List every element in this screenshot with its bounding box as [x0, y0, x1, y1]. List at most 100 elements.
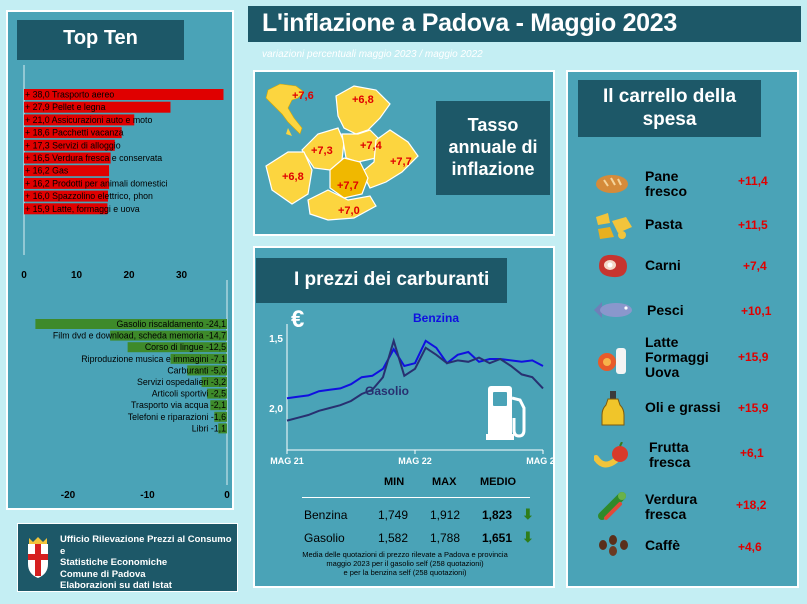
topten-title: Top Ten [63, 27, 138, 49]
cart-item-name: Frutta fresca [649, 439, 691, 470]
row-max: 1,788 [430, 531, 461, 545]
fuel-y-tick: 2,0 [269, 404, 283, 415]
topten-chart: + 38,0 Trasporto aereo + 27,9 Pellet e le… [21, 65, 230, 501]
pasta-icon [596, 213, 632, 239]
topten-up-label: + 16,0 Spazzolino elettrico, phon [25, 191, 153, 201]
fuel-legend-gasolio: Gasolio [365, 384, 409, 398]
meat-icon [599, 254, 627, 278]
topten-down-label: Gasolio riscaldamento -24,1 [116, 319, 226, 329]
fuel-x-tick: MAG 22 [398, 456, 432, 466]
arrow-down-icon: ⬇ [522, 529, 534, 545]
topten-up-label: + 18,6 Pacchetti vacanza [25, 128, 124, 138]
row-medio: 1,823 [482, 508, 513, 522]
veneto-map [265, 83, 419, 221]
topten-down-label: Libri -1,1 [192, 423, 226, 433]
cart-item-value: +11,5 [738, 218, 768, 232]
topten-up-bar [24, 89, 224, 100]
map-label-vicenza: +7,3 [311, 145, 333, 157]
topten-up-tick: 0 [21, 270, 27, 281]
cart-item-value: +4,6 [738, 540, 762, 554]
note-line: e per la benzina self (258 quotazioni) [343, 568, 467, 577]
topten-down-bar [218, 423, 227, 434]
topten-up-label: + 38,0 Trasporto aereo [25, 90, 114, 100]
table-header-min: MIN [384, 476, 405, 488]
footer-line: Ufficio Rilevazione Prezzi al Consumo e [60, 534, 232, 557]
topten-down-label: Corso di lingue -12,5 [145, 342, 226, 352]
topten-up-bar [24, 152, 111, 164]
cart-title-box: Il carrello della spesa [578, 80, 761, 137]
table-row-gasolio: Gasolio 1,582 1,788 1,651 ⬇ [300, 529, 540, 547]
note-line: Media delle quotazioni di prezzo rilevat… [302, 550, 508, 559]
fish-icon [594, 302, 632, 318]
topten-up-bar [24, 165, 110, 177]
verona-shape [265, 151, 313, 205]
venezia-shape [361, 129, 419, 189]
map-label-treviso: +7,4 [360, 140, 382, 152]
page-title: L'inflazione a Padova - Maggio 2023 [262, 9, 677, 37]
topten-up-tick: 10 [71, 270, 83, 281]
cart-item-name: Oli e grassi [645, 399, 721, 415]
map-label-italia: +7,6 [292, 90, 314, 102]
fuel-legend-benzina: Benzina [413, 311, 459, 325]
fruit-icon [594, 442, 628, 468]
header-banner: L'inflazione a Padova - Maggio 2023 [248, 6, 801, 42]
fuel-title-box: I prezzi dei carburanti [256, 258, 507, 303]
map-label-rovigo: +7,0 [338, 205, 360, 217]
topten-down-label: Carburanti -5,0 [167, 365, 226, 375]
footer-line: Comune di Padova [60, 568, 146, 580]
rovigo-shape [307, 189, 377, 221]
euro-icon: € [291, 306, 305, 333]
dairy-icon [598, 348, 626, 374]
vegetable-icon [598, 492, 626, 520]
fuel-y-tick: 1,5 [269, 334, 283, 345]
topten-down-bar [201, 377, 227, 387]
cart-item-value: +7,4 [743, 259, 767, 273]
fuel-pump-icon [486, 386, 526, 440]
topten-up-label: + 27,9 Pellet e legna [25, 102, 106, 112]
belluno-shape [335, 85, 391, 135]
topten-down-label: Servizi ospedalieri -3,2 [137, 377, 226, 387]
map-label-venezia: +7,7 [390, 156, 412, 168]
table-header-max: MAX [432, 476, 457, 488]
topten-up-bar [24, 127, 122, 139]
cart-item-name: Latte Formaggi Uova [645, 334, 709, 380]
row-min: 1,582 [378, 531, 409, 545]
cart-item-name: Caffè [645, 537, 681, 553]
topten-down-bar [207, 388, 227, 399]
topten-down-tick: -20 [61, 490, 76, 501]
cart-item-name: Pasta [645, 216, 683, 232]
map-label-belluno: +6,8 [352, 94, 374, 106]
topten-down-bar [187, 365, 227, 376]
topten-down-bar [35, 319, 227, 329]
footer-box: Ufficio Rilevazione Prezzi al Consumo e … [17, 523, 238, 592]
fuel-title: I prezzi dei carburanti [294, 269, 490, 290]
topten-up-bar [24, 114, 135, 126]
topten-up-label: + 16,2 Prodotti per animali domestici [25, 178, 168, 188]
topten-up-bar [24, 139, 115, 151]
topten-down-bar [170, 353, 227, 364]
cart-item-name: Pane fresco [645, 168, 688, 199]
row-medio: 1,651 [482, 531, 513, 545]
topten-up-label: + 21,0 Assicurazioni auto e moto [25, 115, 152, 125]
map-title: Tasso annuale di inflazione [448, 115, 538, 179]
padova-coat-of-arms-icon [28, 537, 48, 578]
bread-icon [596, 175, 628, 193]
footer-text: Ufficio Rilevazione Prezzi al Consumo e … [60, 534, 237, 592]
topten-up-label: + 15,9 Latte, formaggi e uova [25, 204, 140, 214]
fuel-x-tick: MAG 23 [526, 456, 555, 466]
padova-shape [329, 157, 369, 199]
topten-up-bar [24, 101, 171, 113]
oil-icon [601, 391, 625, 426]
table-row-benzina: Benzina 1,749 1,912 1,823 ⬇ [300, 506, 540, 524]
table-divider [302, 497, 530, 498]
footer-line: Statistiche Economiche [60, 557, 168, 568]
map-label-verona: +6,8 [282, 171, 304, 183]
cart-item-value: +11,4 [738, 174, 768, 188]
row-min: 1,749 [378, 508, 409, 522]
fuel-line-gasolio [286, 337, 544, 422]
topten-up-label: + 16,5 Verdura fresca e conservata [25, 153, 162, 163]
topten-down-bar [127, 342, 227, 353]
topten-title-box: Top Ten [17, 20, 184, 60]
topten-down-bar [210, 400, 227, 411]
arrow-down-icon: ⬇ [522, 506, 534, 522]
